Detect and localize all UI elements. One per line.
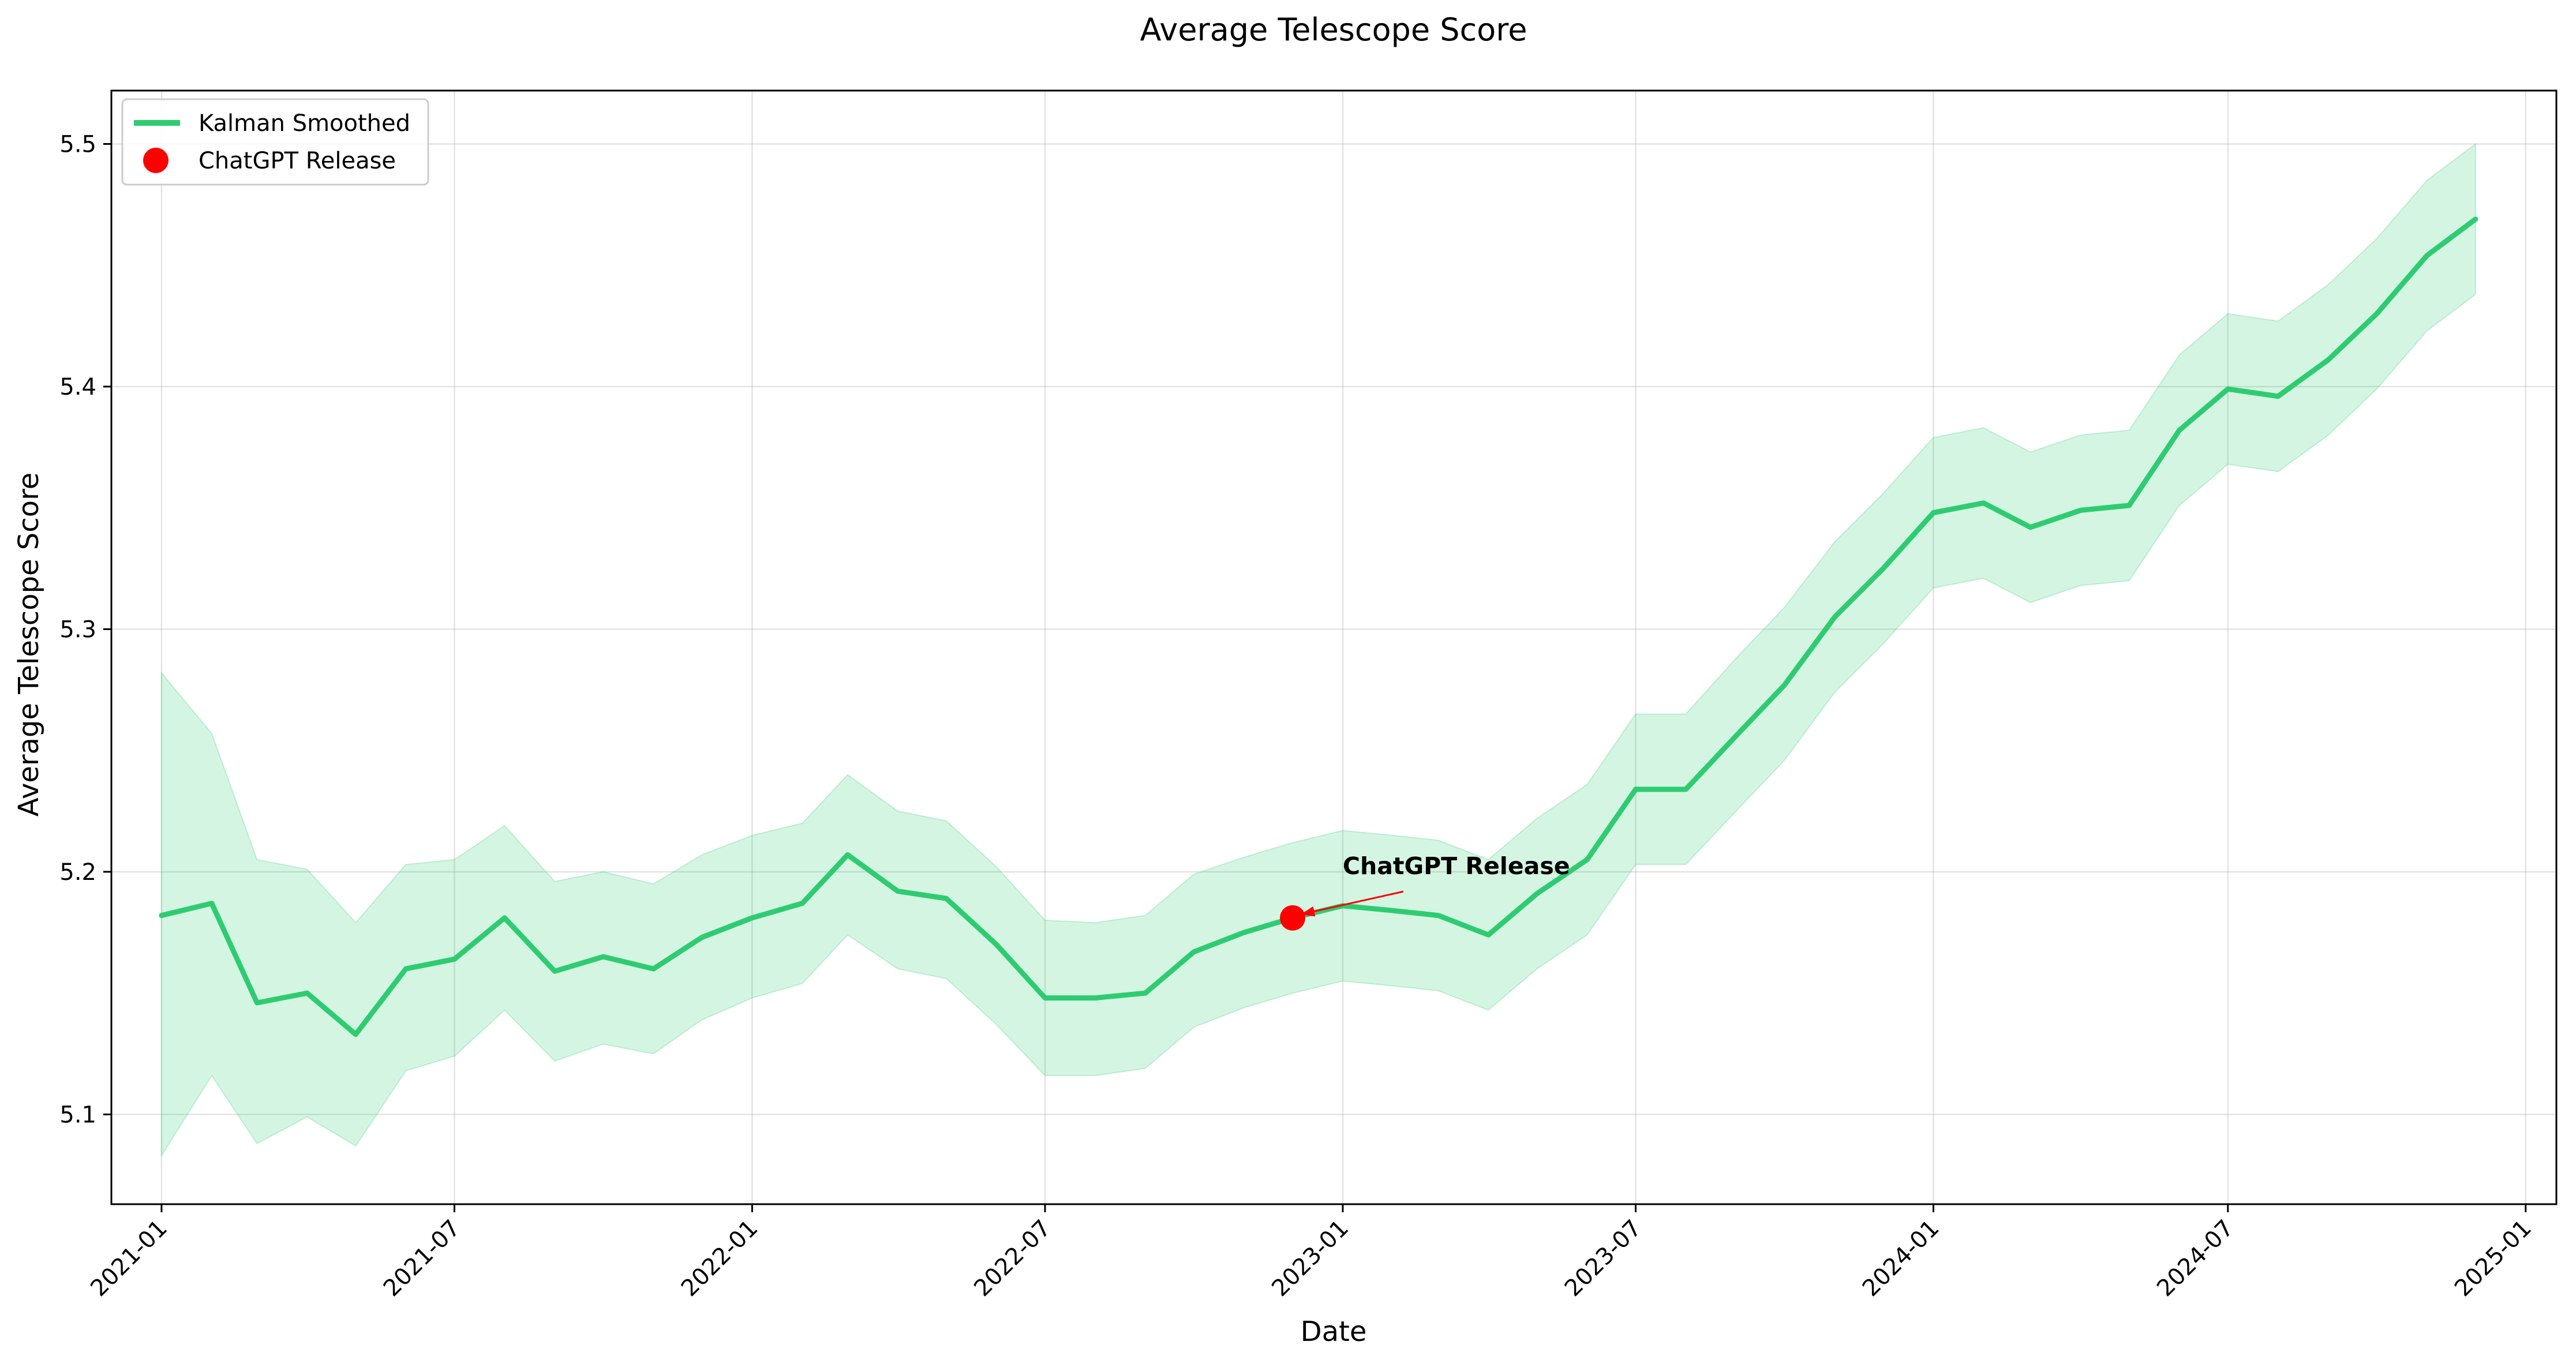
annotation-label: ChatGPT Release: [1343, 852, 1570, 880]
y-tick-label: 5.1: [59, 1101, 96, 1128]
marker-chatgpt-release: [1279, 905, 1305, 931]
confidence-band: [160, 143, 2476, 1158]
annotation-arrow: [1300, 890, 1404, 916]
legend-label-series: Kalman Smoothed: [199, 110, 410, 137]
legend-box: [121, 98, 429, 186]
y-axis-ticks: 5.1 5.2 5.3 5.4 5.5: [59, 132, 111, 1128]
confidence-band-layer: [160, 143, 2476, 1158]
legend-marker-swatch: [143, 148, 169, 173]
y-tick-label: 5.4: [59, 374, 96, 400]
annotation-layer: ChatGPT Release: [1300, 852, 1570, 917]
y-tick-label: 5.2: [59, 859, 96, 886]
series-line-layer: [159, 216, 2478, 1037]
legend: Kalman Smoothed ChatGPT Release: [121, 98, 429, 186]
chart-title: Average Telescope Score: [1140, 12, 1527, 48]
legend-label-marker: ChatGPT Release: [199, 148, 396, 174]
annotation-arrow-head: [1300, 906, 1316, 917]
y-axis-label: Average Telescope Score: [13, 473, 45, 816]
plot-frame: [110, 89, 2558, 1205]
marker-layer: [1279, 905, 1305, 931]
grid: [111, 91, 2556, 1204]
y-tick-label: 5.3: [59, 616, 96, 643]
x-axis-label: Date: [1301, 1316, 1367, 1348]
y-tick-label: 5.5: [59, 132, 96, 158]
series-line-kalman-smoothed: [159, 216, 2478, 1037]
